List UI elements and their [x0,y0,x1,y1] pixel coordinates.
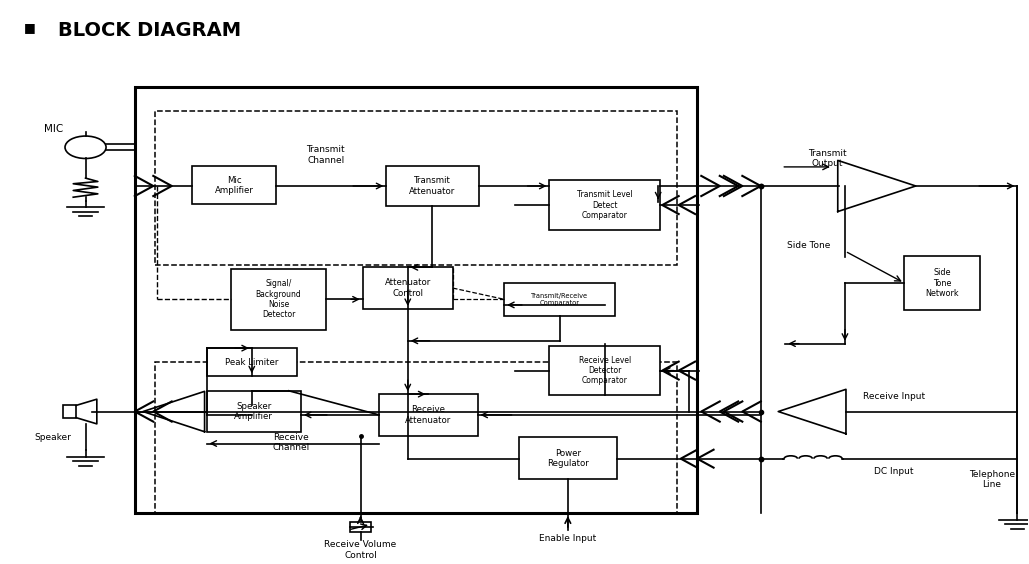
Text: Receive Input: Receive Input [863,392,925,401]
Text: Side
Tone
Network: Side Tone Network [926,268,959,298]
Text: Speaker: Speaker [34,433,71,442]
Text: ■: ■ [24,21,36,34]
FancyBboxPatch shape [504,283,615,316]
FancyBboxPatch shape [232,269,325,329]
FancyBboxPatch shape [192,166,277,205]
FancyBboxPatch shape [549,180,661,230]
Text: Power
Regulator: Power Regulator [547,449,589,468]
FancyBboxPatch shape [549,346,661,395]
Text: Speaker
Amplifier: Speaker Amplifier [235,402,274,421]
FancyBboxPatch shape [135,87,698,513]
Text: Mic
Amplifier: Mic Amplifier [215,176,254,195]
Text: Receive
Attenuator: Receive Attenuator [405,405,452,425]
Text: Receive
Channel: Receive Channel [272,433,310,452]
Text: Enable Input: Enable Input [539,535,597,543]
FancyBboxPatch shape [207,348,297,376]
Text: BLOCK DIAGRAM: BLOCK DIAGRAM [58,21,241,40]
Text: Receive Volume
Control: Receive Volume Control [324,540,397,560]
Text: Receive Level
Detector
Comparator: Receive Level Detector Comparator [578,356,631,385]
Text: MIC: MIC [44,124,64,134]
Bar [63,406,76,418]
Text: Signal/
Background
Noise
Detector: Signal/ Background Noise Detector [255,279,301,319]
Text: Side Tone: Side Tone [787,241,830,250]
FancyBboxPatch shape [350,522,370,532]
Text: Transmit/Receive
Comparator: Transmit/Receive Comparator [531,293,589,306]
Text: Transmit
Channel: Transmit Channel [307,146,345,165]
Text: Transmit
Output: Transmit Output [808,149,847,168]
Text: DC Input: DC Input [875,467,914,476]
FancyBboxPatch shape [362,267,453,309]
Text: Peak Limiter: Peak Limiter [225,358,279,367]
FancyBboxPatch shape [379,394,477,435]
FancyBboxPatch shape [386,166,478,206]
Text: Telephone
Line: Telephone Line [968,470,1015,489]
Text: Transmit
Attenuator: Transmit Attenuator [410,177,456,196]
FancyBboxPatch shape [904,256,981,310]
Text: Attenuator
Control: Attenuator Control [385,279,431,298]
FancyBboxPatch shape [207,391,301,432]
FancyBboxPatch shape [519,437,617,479]
Text: Transmit Level
Detect
Comparator: Transmit Level Detect Comparator [577,190,633,220]
